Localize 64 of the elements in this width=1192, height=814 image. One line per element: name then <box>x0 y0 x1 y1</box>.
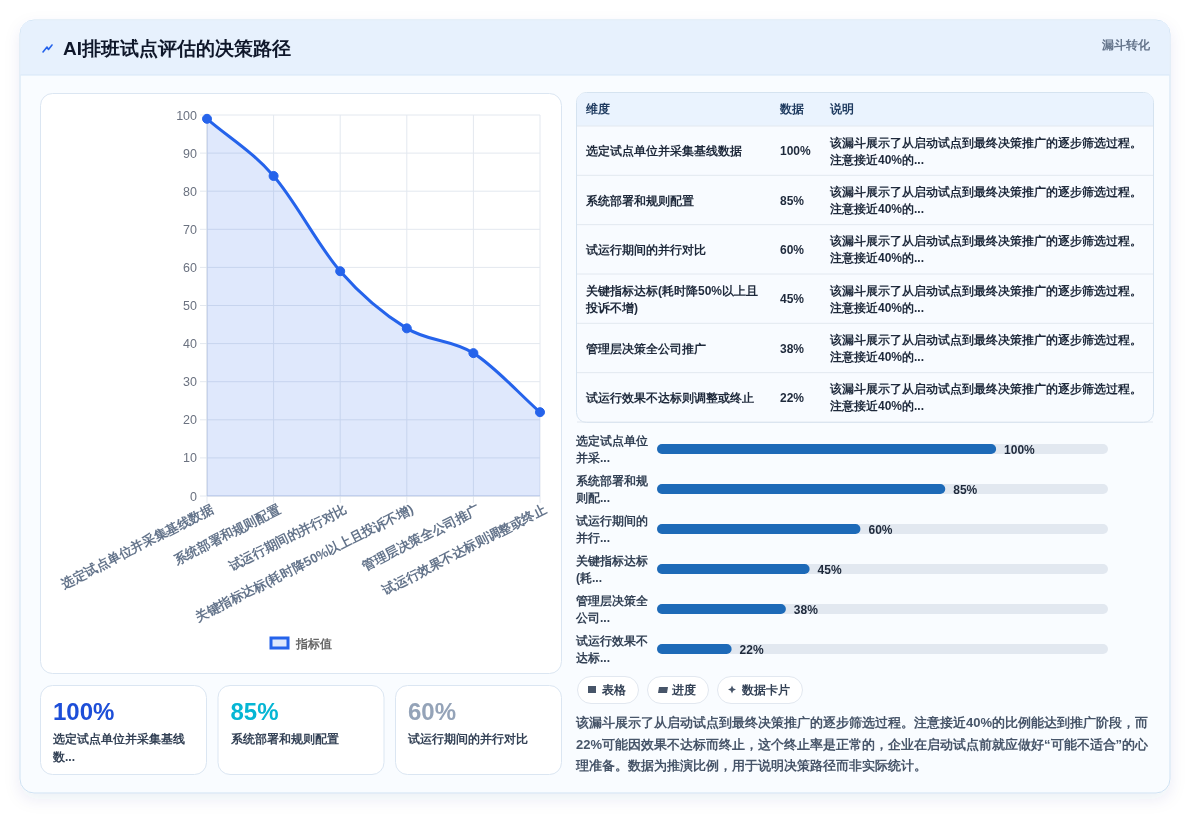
data-label: 85% <box>953 482 978 497</box>
category-label: 表格 <box>601 683 627 697</box>
text: 该漏斗展示了从启动试点到最终决策推广的逐步筛选过程。注意接近40%的... <box>829 333 1142 364</box>
category-label: 系统部署和规则配置 <box>229 732 339 746</box>
text: 100% <box>780 144 811 159</box>
y-tick-label: 60 <box>183 260 198 275</box>
text: 数据 <box>779 102 804 116</box>
category-label: 系统部署和规则配置 <box>585 193 694 208</box>
text: 85% <box>780 193 805 208</box>
legend-label: 指标值 <box>294 637 332 651</box>
text: 该漏斗展示了从启动试点到最终决策推广的逐步筛选过程。注意接近40%的... <box>829 185 1142 216</box>
data-label: 45% <box>817 562 842 577</box>
data-label: 60% <box>868 522 893 537</box>
text: 100% <box>53 698 115 725</box>
y-tick-label: 关键指标达标(耗... <box>575 554 648 585</box>
category-label: 试运行期间的并行对比 <box>407 732 528 746</box>
y-tick-label: 100 <box>176 108 198 123</box>
category-label: 进度 <box>671 683 696 697</box>
category-label: 关键指标达标(耗时降50%以上且投诉不增) <box>585 283 759 315</box>
point <box>335 266 346 277</box>
category-label: 试运行效果不达标则调整或终止 <box>585 390 754 405</box>
bar <box>657 604 786 614</box>
category-label: 试运行期间的并行对比 <box>585 242 706 257</box>
point <box>468 348 479 359</box>
text: 该漏斗展示了从启动试点到最终决策推广的逐步筛选过程。注意接近40%的... <box>829 135 1142 167</box>
y-tick-label: 试运行效果不达标... <box>575 634 648 665</box>
y-tick-label: 20 <box>183 413 198 428</box>
y-tick-label: 80 <box>183 184 198 199</box>
text: 45% <box>780 292 805 307</box>
text: 38% <box>780 341 805 356</box>
text: 漏斗转化 <box>1101 38 1151 52</box>
data-label: 100% <box>1004 442 1036 457</box>
data-label: 22% <box>739 642 764 657</box>
category-label: 选定试点单位并采集基线数据 <box>585 144 742 159</box>
text: 该漏斗展示了从启动试点到最终决策推广的逐步筛选过程。注意接近40%的... <box>829 382 1142 414</box>
y-tick-label: 50 <box>183 299 198 313</box>
point <box>535 407 545 418</box>
text: 22% <box>780 390 805 405</box>
text: 该漏斗展示了从启动试点到最终决策推广的逐步筛选过程。注意接近40%的... <box>829 234 1142 266</box>
y-tick-label: 90 <box>183 146 198 161</box>
text: 60% <box>780 242 805 257</box>
y-tick-label: 10 <box>183 451 198 466</box>
y-tick-label: 系统部署和规则配... <box>575 474 649 505</box>
y-tick-label: 40 <box>183 337 198 352</box>
y-tick-label: 选定试点单位并采... <box>575 434 648 465</box>
text: 该漏斗展示了从启动试点到最终决策推广的逐步筛选过程。注意接近40%的... <box>829 283 1142 315</box>
text: 该漏斗展示了从启动试点到最终决策推广的逐步筛选过程。注意接近40%的比例能达到推广阶段，而22%可能因效果不达标而终止，这个终止率是正常的，企业在启动试点前就应做好“可能不适合”的心理准备。数据为推演比例，用于说明决策路径而非实际统计。 <box>575 715 1150 773</box>
category-label: 管理层决策全公司推广 <box>585 341 706 356</box>
y-tick-label: 30 <box>183 375 198 390</box>
data-label: 38% <box>793 602 819 617</box>
text: 85% <box>230 698 279 725</box>
category-label: 选定试点单位并采集基线数... <box>52 732 185 764</box>
y-tick-label: 试运行期间的并行... <box>575 514 648 545</box>
y-tick-label: 70 <box>183 222 198 237</box>
text: 60% <box>408 698 457 725</box>
category-label: 数据卡片 <box>741 683 790 697</box>
text: AI排班试点评估的决策路径 <box>63 38 291 59</box>
text: 维度 <box>585 102 610 116</box>
point <box>401 323 412 334</box>
text: 说明 <box>829 102 854 116</box>
y-tick-label: 管理层决策全公司... <box>575 594 649 625</box>
point <box>268 170 279 181</box>
bar <box>657 644 732 654</box>
y-tick-label: 0 <box>190 489 198 504</box>
